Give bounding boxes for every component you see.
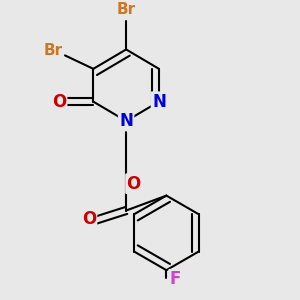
Text: O: O	[127, 175, 141, 193]
Text: F: F	[170, 270, 181, 288]
Text: O: O	[52, 93, 66, 111]
Text: N: N	[152, 93, 166, 111]
Text: O: O	[82, 211, 96, 229]
Text: N: N	[119, 112, 133, 130]
Text: Br: Br	[117, 2, 136, 17]
Text: Br: Br	[44, 44, 63, 59]
